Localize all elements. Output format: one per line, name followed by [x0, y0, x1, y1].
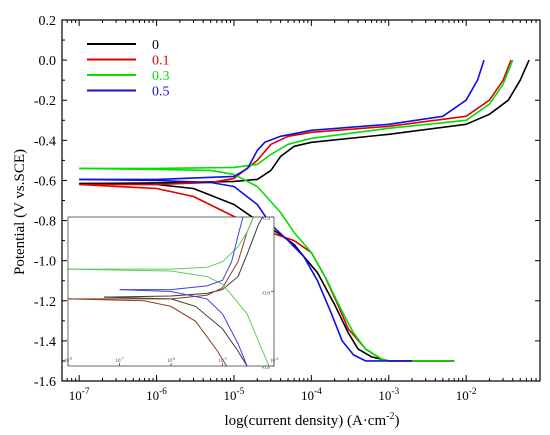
- y-tick-label: -1.2: [34, 295, 56, 310]
- x-tick-label: 10-4: [301, 387, 322, 403]
- legend-label: 0.5: [152, 85, 170, 100]
- inset-series-anodic-line-3: [119, 216, 244, 291]
- main-series-layer: [79, 59, 530, 362]
- inset-series-anodic-line-0: [103, 216, 264, 298]
- legend-label: 0.3: [152, 69, 170, 84]
- y-tick-label: -0.2: [34, 94, 56, 109]
- inset-series-cathodic-line-3: [119, 289, 248, 367]
- y-tick-label: 0.0: [39, 54, 57, 69]
- legend-label: 0: [152, 38, 159, 53]
- x-tick-label: 10-3: [378, 387, 399, 403]
- series-anodic-line-0: [79, 59, 530, 185]
- series-cathodic-line-2: [79, 167, 455, 362]
- inset-series-cathodic-line-2: [67, 268, 270, 367]
- y-tick-label: 0.2: [39, 14, 57, 29]
- x-tick-label: 10-7: [69, 387, 90, 403]
- legend: 00.10.30.5: [87, 38, 170, 100]
- series-cathodic-line-3: [79, 178, 412, 362]
- inset-x-tick-label: 10-4: [270, 357, 278, 364]
- y-tick-label: -0.6: [34, 174, 56, 189]
- inset-x-tick-label: 10-5: [219, 357, 227, 364]
- main-axes: 0.2 0.0 -0.2 -0.4 -0.6 -0.8 -1.0 -1.2 -1.4 -1.6 10…: [34, 14, 541, 403]
- inset-y-tick-label: -0.8: [261, 365, 270, 371]
- inset-y-tick-label: -0.6: [261, 291, 270, 297]
- y-tick-label: -0.8: [34, 215, 56, 230]
- inset-x-tick-label: 10-8: [64, 357, 72, 364]
- y-tick-label: -1.4: [34, 335, 56, 350]
- x-tick-label: 10-5: [224, 387, 245, 403]
- inset-x-tick-label: 10-6: [167, 357, 175, 364]
- inset-y-tick-label: -0.4: [261, 216, 270, 222]
- x-axis-label: log(current density) (A·cm-2): [225, 411, 400, 429]
- inset-chart: -0.4 -0.6 -0.8 10-8 10-7 10-6 10-5 10-4: [64, 216, 278, 371]
- y-tick-label: -1.0: [34, 255, 56, 270]
- inset-series-anodic-line-2: [68, 216, 254, 270]
- series-anodic-line-2: [79, 59, 514, 170]
- series-anodic-line-3: [79, 59, 485, 181]
- x-tick-label: 10-6: [146, 387, 167, 403]
- y-tick-label: -1.6: [34, 375, 56, 390]
- inset-series-cathodic-line-1: [67, 298, 228, 367]
- y-tick-label: -0.4: [34, 134, 56, 149]
- legend-label: 0.1: [152, 54, 170, 69]
- inset-x-tick-label: 10-7: [116, 357, 124, 364]
- y-axis-label: Potential (V vs.SCE): [12, 149, 28, 275]
- x-tick-label: 10-2: [456, 387, 477, 403]
